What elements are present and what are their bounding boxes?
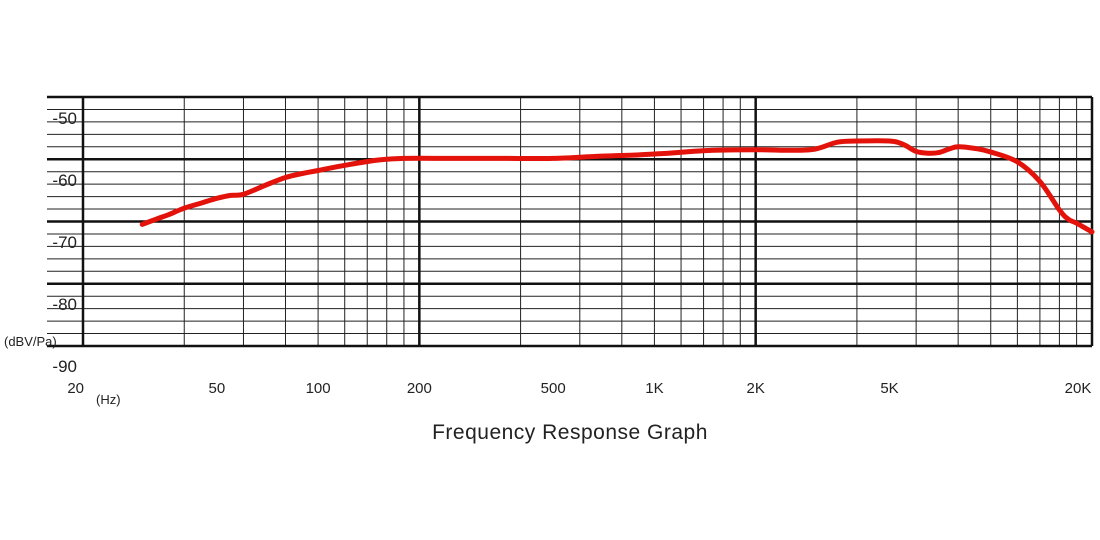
series-layer [139,138,1095,235]
chart-title: Frequency Response Graph [432,421,708,444]
x-tick-label: 2K [746,380,764,397]
y-tick-label: -50 [52,109,77,128]
x-unit-label: (Hz) [96,392,121,407]
y-unit-label: (dBV/Pa) [4,334,57,349]
y-tick-labels: -50 -60 -70 -80 -90 [52,109,77,376]
x-tick-label: 20K [1065,380,1092,397]
x-tick-label: 200 [407,380,432,397]
x-tick-label: 50 [208,380,225,397]
x-tick-label: 20 [67,380,84,397]
y-tick-label: -90 [52,357,77,376]
frequency-response-line [139,138,1095,235]
y-tick-label: -70 [52,233,77,252]
x-tick-labels: 20 50 100 200 500 1K 2K 5K 20K [67,380,1091,397]
major-gridlines [47,95,1094,348]
y-tick-label: -60 [52,171,77,190]
x-tick-label: 500 [541,380,566,397]
y-tick-label: -80 [52,295,77,314]
x-tick-label: 1K [645,380,663,397]
x-tick-label: 5K [880,380,898,397]
x-tick-label: 100 [306,380,331,397]
